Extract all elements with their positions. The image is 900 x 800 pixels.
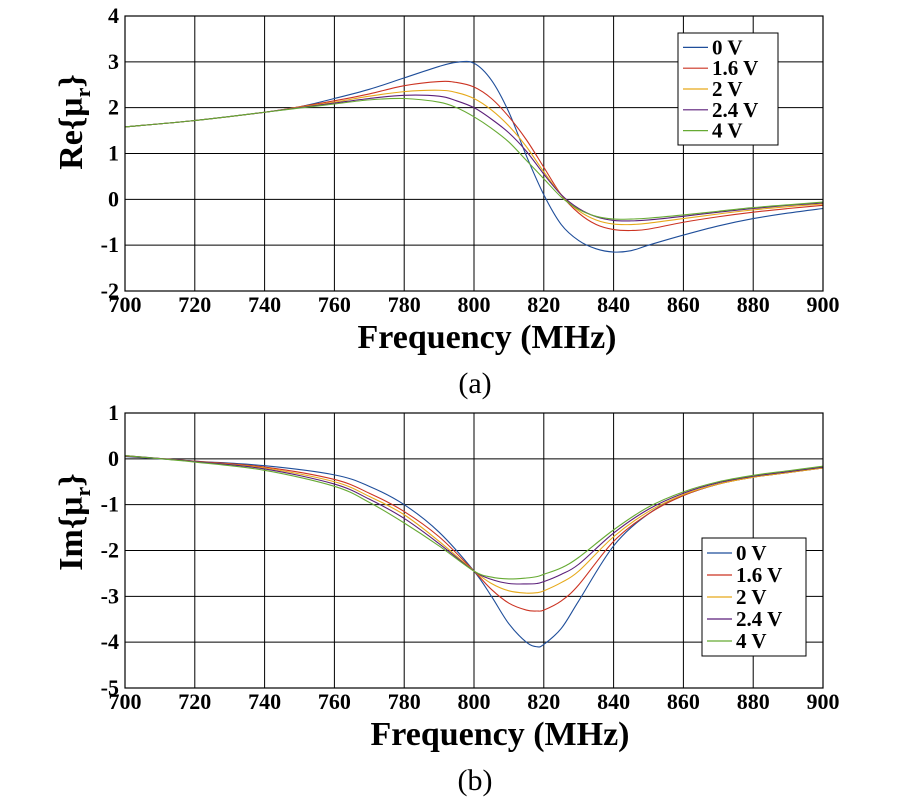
y-tick-label: 4 <box>108 3 119 28</box>
y-tick-label: -4 <box>101 629 119 654</box>
x-tick-label: 760 <box>318 689 351 714</box>
panel-b-y-axis-label: Im{μr} <box>53 473 95 570</box>
x-tick-label: 800 <box>458 292 491 317</box>
series-line-4-v <box>124 455 824 580</box>
x-tick-label: 820 <box>527 689 560 714</box>
panel-a-y-axis-label: Re{μr} <box>53 74 95 170</box>
y-tick-label: -3 <box>101 583 119 608</box>
series-line-2-v <box>124 89 824 226</box>
panel-b-x-axis-label: Frequency (MHz) <box>370 716 629 753</box>
y-tick-label: 2 <box>108 95 119 120</box>
x-tick-label: 720 <box>178 689 211 714</box>
x-tick-label: 780 <box>388 689 421 714</box>
legend-label: 4 V <box>712 119 743 143</box>
legend-label: 1.6 V <box>736 563 782 587</box>
y-tick-label: 3 <box>108 49 119 74</box>
y-tick-label: -5 <box>101 675 119 700</box>
x-tick-label: 740 <box>248 689 281 714</box>
panel-a-series <box>124 60 824 253</box>
y-tick-label: 1 <box>108 400 119 425</box>
x-tick-label: 900 <box>807 689 840 714</box>
panel-a-y-ticks: -2 -1 0 1 2 3 4 <box>101 3 119 303</box>
legend-label: 2 V <box>736 585 767 609</box>
x-tick-label: 840 <box>597 689 630 714</box>
panel-b-series <box>124 455 824 648</box>
x-tick-label: 780 <box>388 292 421 317</box>
legend-label: 4 V <box>736 629 767 653</box>
panel-a-x-axis-label: Frequency (MHz) <box>357 319 616 356</box>
x-tick-label: 820 <box>527 292 560 317</box>
y-tick-label: 0 <box>108 186 119 211</box>
legend-label: 2 V <box>712 77 743 101</box>
panel-a-caption: (a) <box>458 367 491 400</box>
series-line-4-v <box>124 97 824 220</box>
x-tick-label: 880 <box>737 689 770 714</box>
x-tick-label: 700 <box>109 689 142 714</box>
panel-a: 700 720 740 760 780 800 820 840 860 880 900 -2 -1 0 1… <box>53 3 840 400</box>
panel-a-legend: 0 V1.6 V2 V2.4 V4 V <box>677 32 779 146</box>
series-line-1-6-v <box>124 80 824 232</box>
y-tick-label: -1 <box>101 232 119 257</box>
y-tick-label: -2 <box>101 538 119 563</box>
legend-label: 0 V <box>712 35 743 59</box>
x-tick-label: 720 <box>178 292 211 317</box>
y-tick-label: -1 <box>101 492 119 517</box>
x-tick-label: 860 <box>667 292 700 317</box>
panel-b: 700 720 740 760 780 800 820 840 860 880 900 -5 -4 -3… <box>53 400 840 797</box>
series-line-2-v <box>124 455 824 594</box>
y-tick-label: 1 <box>108 141 119 166</box>
panel-b-x-ticks: 700 720 740 760 780 800 820 840 860 880 900 <box>109 689 840 714</box>
x-tick-label: 800 <box>458 689 491 714</box>
x-tick-label: 760 <box>318 292 351 317</box>
x-tick-label: 840 <box>597 292 630 317</box>
legend-label: 2.4 V <box>712 98 758 122</box>
x-tick-label: 700 <box>109 292 142 317</box>
series-line-0-v <box>124 60 824 253</box>
y-tick-label: 0 <box>108 446 119 471</box>
panel-b-frame <box>124 412 824 689</box>
x-tick-label: 900 <box>807 292 840 317</box>
panel-b-y-ticks: -5 -4 -3 -2 -1 0 1 <box>101 400 119 700</box>
x-tick-label: 860 <box>667 689 700 714</box>
panel-a-frame <box>124 15 824 292</box>
legend-label: 0 V <box>736 541 767 565</box>
panel-a-x-ticks: 700 720 740 760 780 800 820 840 860 880 900 <box>109 292 840 317</box>
series-line-2-4-v <box>124 94 824 222</box>
y-tick-label: -2 <box>101 278 119 303</box>
panel-b-legend: 0 V1.6 V2 V2.4 V4 V <box>701 537 807 657</box>
legend-label: 2.4 V <box>736 607 782 631</box>
legend-label: 1.6 V <box>712 56 758 80</box>
panel-b-caption: (b) <box>458 764 493 797</box>
x-tick-label: 740 <box>248 292 281 317</box>
x-tick-label: 880 <box>737 292 770 317</box>
series-line-2-4-v <box>124 455 824 585</box>
